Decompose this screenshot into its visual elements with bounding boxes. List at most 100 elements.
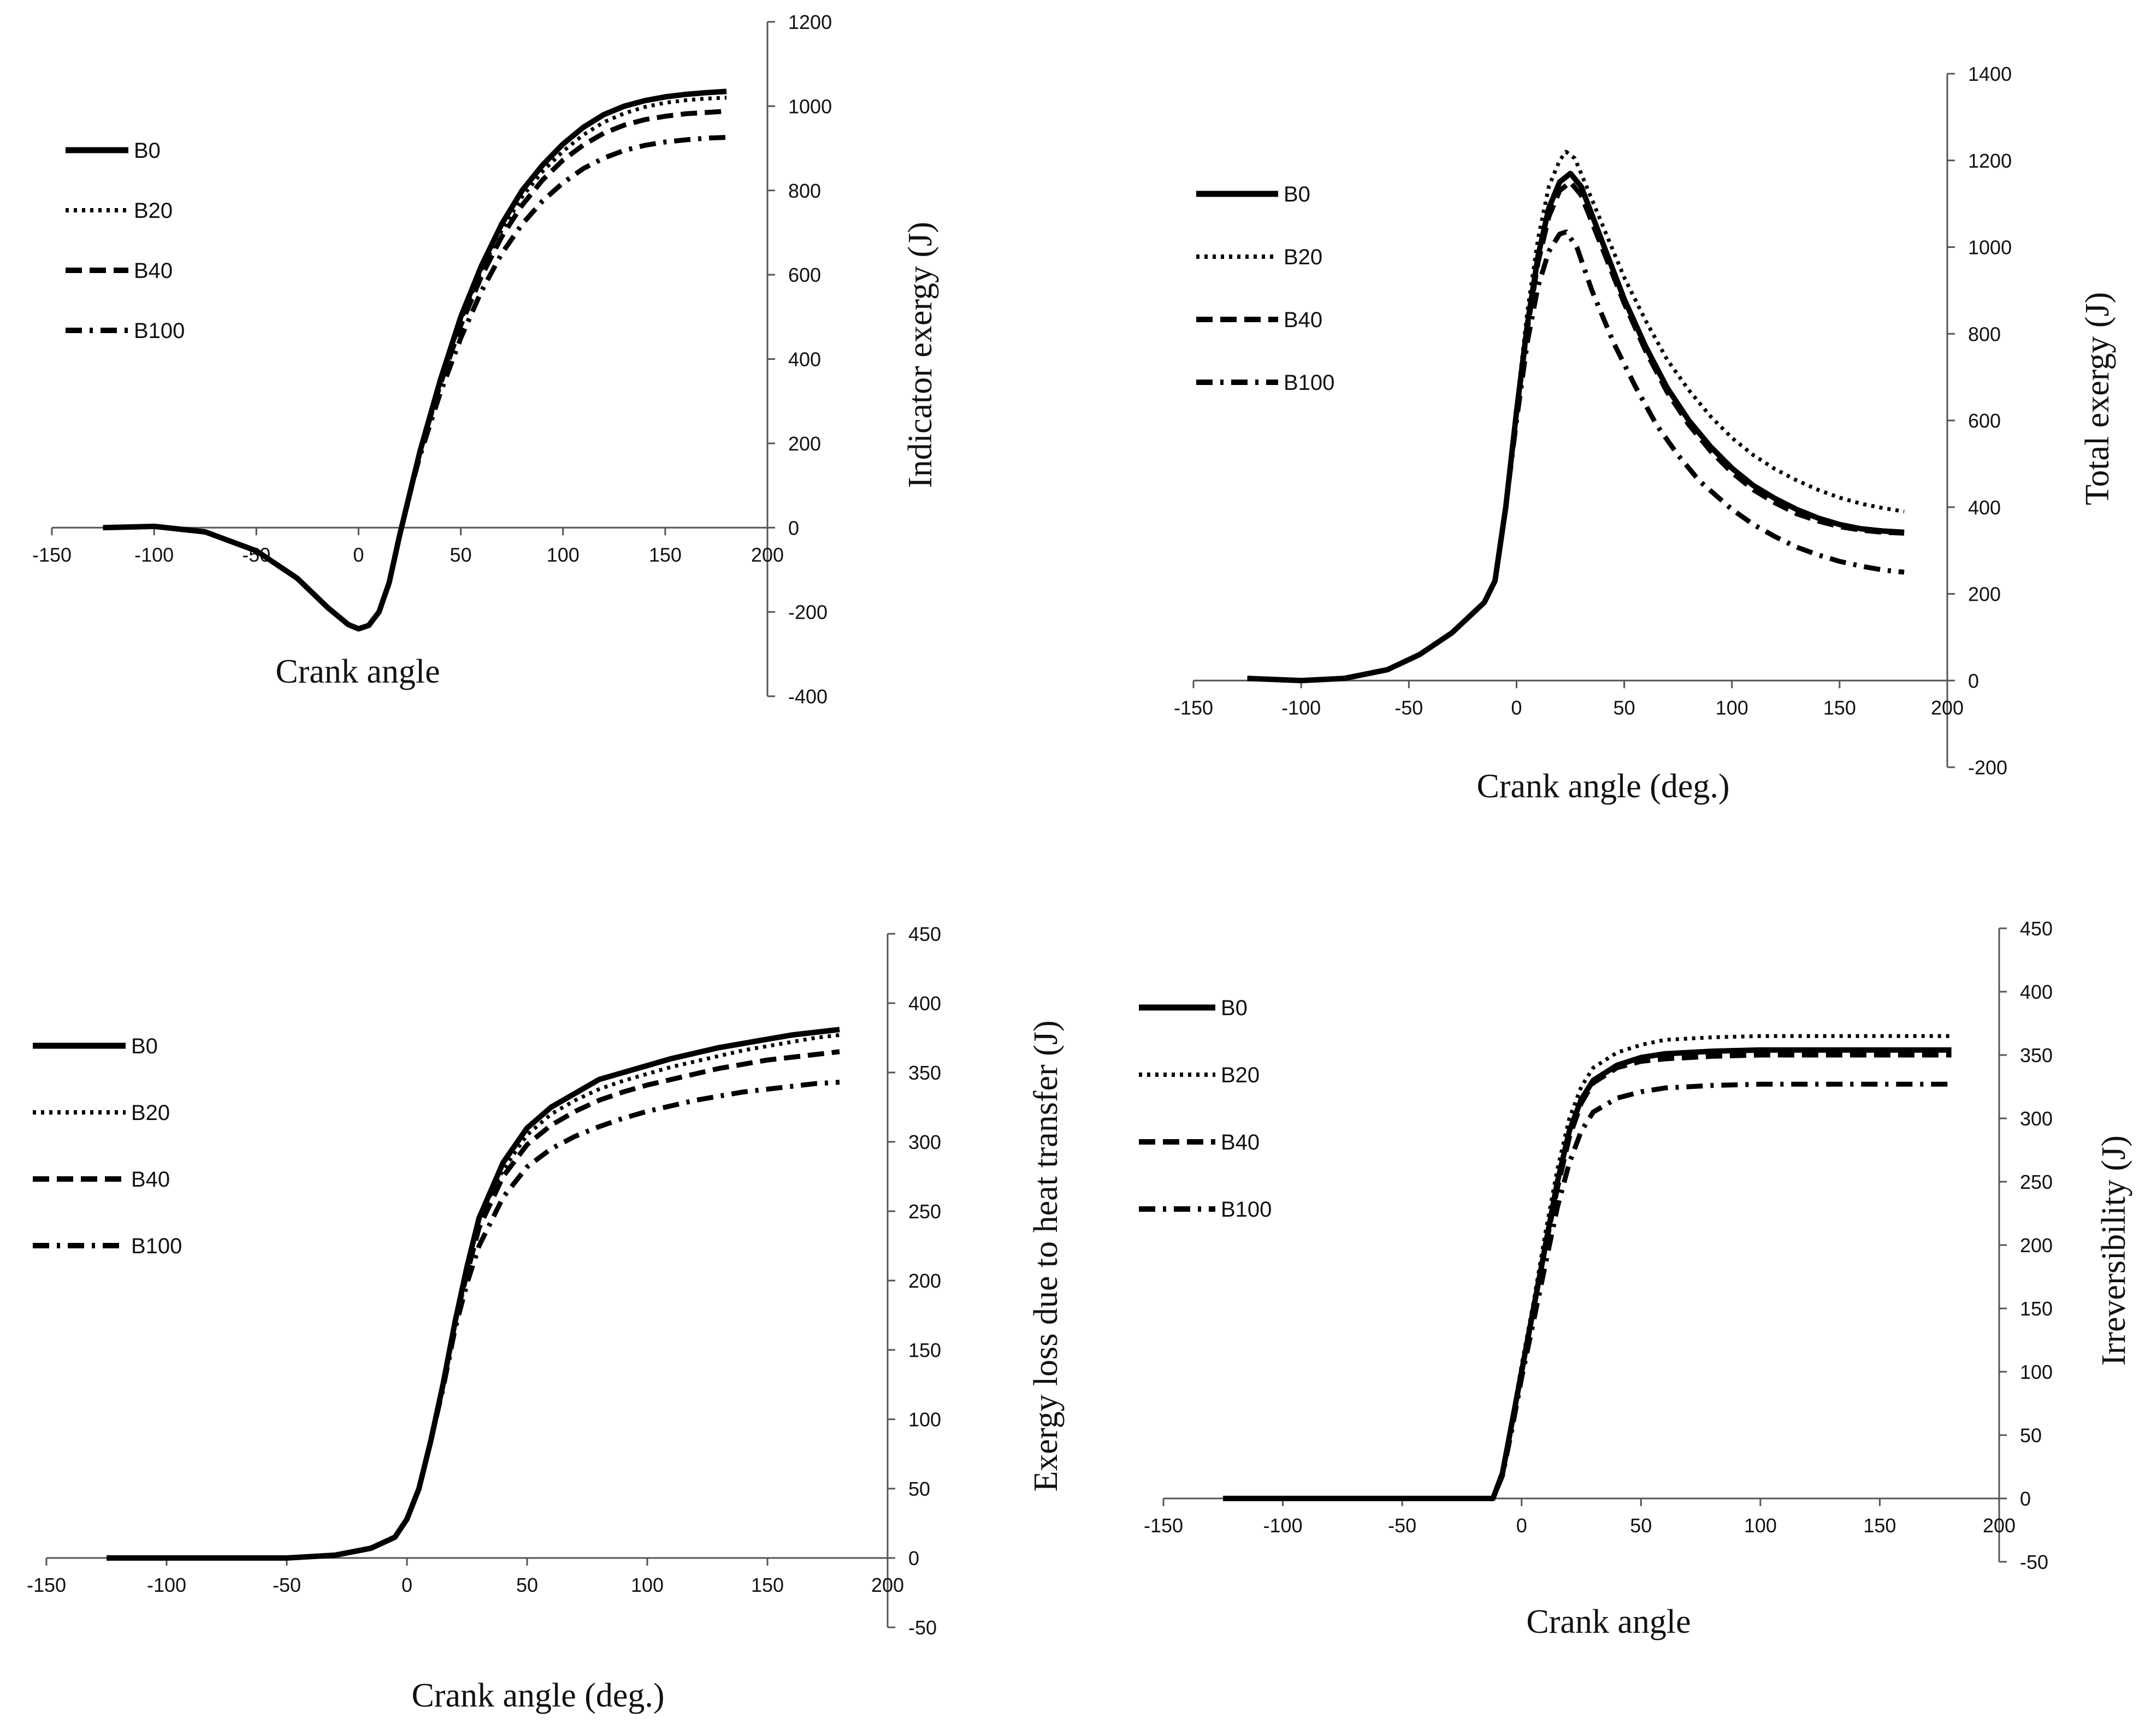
y-tick-label: -50 (2020, 1551, 2048, 1573)
series-line-b40 (107, 1049, 840, 1561)
y-tick-label: 1200 (788, 11, 832, 33)
series-line-b100 (103, 135, 727, 631)
y-tick-label: 300 (908, 1131, 941, 1153)
x-tick-label: -150 (1144, 1514, 1183, 1537)
y-tick-label: 400 (908, 992, 941, 1015)
x-tick-label: -100 (134, 543, 174, 566)
y-tick-label: 100 (908, 1408, 941, 1431)
x-tick-label: 0 (1511, 696, 1522, 719)
y-tick-label: 0 (908, 1547, 919, 1569)
chart-total-exergy: Crank angle (deg.) Total exergy (J) -150… (1174, 63, 2116, 805)
x-tick-label: -50 (1394, 696, 1423, 719)
series-line-b40 (103, 109, 727, 631)
chart-exergy-loss-heat-transfer: Crank angle (deg.) Exergy loss due to he… (27, 923, 1065, 1714)
series-line-b20 (107, 1033, 840, 1560)
y-tick-label: -400 (788, 685, 828, 708)
legend-label-b100: B100 (1221, 1198, 1272, 1222)
legend-label-b0: B0 (1284, 182, 1310, 206)
legend-label-b20: B20 (134, 199, 173, 223)
x-tick-label: 50 (450, 543, 472, 566)
series-line-b0 (103, 88, 727, 632)
x-tick-label: 50 (1630, 1514, 1652, 1537)
legend: B0 B20 B40 B100 (66, 139, 185, 343)
x-tick-label: 200 (871, 1574, 904, 1596)
y-axis-title: Total exergy (J) (2079, 292, 2116, 506)
y-tick-label: -200 (788, 601, 828, 624)
series-line-b100 (1223, 1081, 1952, 1501)
series-line-b100 (1247, 229, 1905, 683)
legend: B0 B20 B40 B100 (1196, 182, 1334, 395)
x-tick-label: 100 (1716, 696, 1748, 719)
legend-label-b20: B20 (1221, 1063, 1260, 1087)
legend-label-b100: B100 (131, 1234, 182, 1258)
x-tick-label: 200 (751, 543, 784, 566)
x-tick-label: 150 (751, 1574, 784, 1596)
chart-indicator-exergy: Crank angle Indicator exergy (J) -150 -10… (32, 11, 939, 708)
series-line-b0 (1223, 1047, 1952, 1501)
legend: B0 B20 B40 B100 (1139, 996, 1272, 1222)
y-tick-label: 800 (1968, 323, 2001, 345)
series-line-b0 (107, 1027, 840, 1561)
x-tick-label: 0 (1516, 1514, 1527, 1537)
y-tick-label: 200 (1968, 583, 2001, 606)
x-tick-label: 200 (1983, 1514, 2016, 1537)
legend-label-b0: B0 (1221, 996, 1248, 1020)
y-tick-label: 600 (788, 264, 821, 286)
x-tick-label: -150 (32, 543, 72, 566)
legend-label-b0: B0 (134, 139, 161, 163)
x-tick-label: 150 (649, 543, 682, 566)
x-tick-label: 150 (1863, 1514, 1896, 1537)
y-tick-label: 800 (788, 180, 821, 202)
legend-label-b40: B40 (1221, 1130, 1260, 1154)
x-tick-label: 0 (401, 1574, 412, 1596)
y-tick-label: 0 (788, 517, 799, 539)
x-tick-label: -150 (27, 1574, 66, 1596)
y-tick-label: 400 (2020, 981, 2053, 1003)
x-axis-title: Crank angle (1526, 1603, 1691, 1640)
y-tick-label: 250 (2020, 1171, 2053, 1193)
y-tick-label: 450 (908, 923, 941, 945)
y-tick-label: 600 (1968, 410, 2001, 432)
legend-label-b40: B40 (1284, 308, 1322, 332)
x-axis-title: Crank angle (275, 653, 440, 690)
legend-label-b0: B0 (131, 1034, 158, 1058)
x-tick-label: 200 (1931, 696, 1964, 719)
y-tick-label: 0 (1968, 669, 1979, 692)
x-tick-label: -50 (273, 1574, 301, 1596)
y-tick-label: 1000 (788, 95, 832, 117)
y-tick-label: 200 (788, 432, 821, 455)
y-tick-label: 200 (2020, 1234, 2053, 1257)
legend-label-b20: B20 (131, 1101, 170, 1125)
y-tick-label: 100 (2020, 1361, 2053, 1383)
series-line-b40 (1223, 1052, 1952, 1501)
x-tick-label: -150 (1174, 696, 1213, 719)
x-axis-title: Crank angle (deg.) (1476, 768, 1729, 805)
x-tick-label: 100 (547, 543, 580, 566)
x-tick-label: -100 (147, 1574, 186, 1596)
y-axis-title: Irreversibility (J) (2095, 1135, 2132, 1366)
y-tick-label: 450 (2020, 917, 2053, 940)
y-tick-label: 1200 (1968, 150, 2012, 172)
series-line-b100 (107, 1080, 840, 1561)
legend-label-b40: B40 (134, 259, 173, 283)
y-tick-label: 50 (2020, 1424, 2042, 1447)
y-tick-label: 200 (908, 1270, 941, 1292)
y-tick-label: 300 (2020, 1107, 2053, 1130)
x-tick-label: 0 (353, 543, 364, 566)
y-tick-label: 350 (908, 1062, 941, 1084)
legend-label-b100: B100 (1284, 371, 1334, 395)
y-tick-label: 250 (908, 1200, 941, 1223)
y-tick-label: 1400 (1968, 63, 2012, 85)
series-line-b20 (1247, 150, 1905, 683)
x-tick-label: 150 (1823, 696, 1856, 719)
y-tick-label: 400 (1968, 496, 2001, 519)
legend: B0 B20 B40 B100 (33, 1034, 182, 1258)
y-tick-label: -50 (908, 1616, 937, 1639)
x-axis-title: Crank angle (deg.) (411, 1677, 664, 1714)
x-tick-label: 100 (631, 1574, 664, 1596)
series-line-b20 (103, 96, 727, 631)
chart-irreversibility: Crank angle Irreversibility (J) -150 -100… (1139, 917, 2132, 1640)
x-tick-label: 50 (1614, 696, 1635, 719)
y-tick-label: 150 (908, 1339, 941, 1361)
y-tick-label: 0 (2020, 1488, 2031, 1510)
